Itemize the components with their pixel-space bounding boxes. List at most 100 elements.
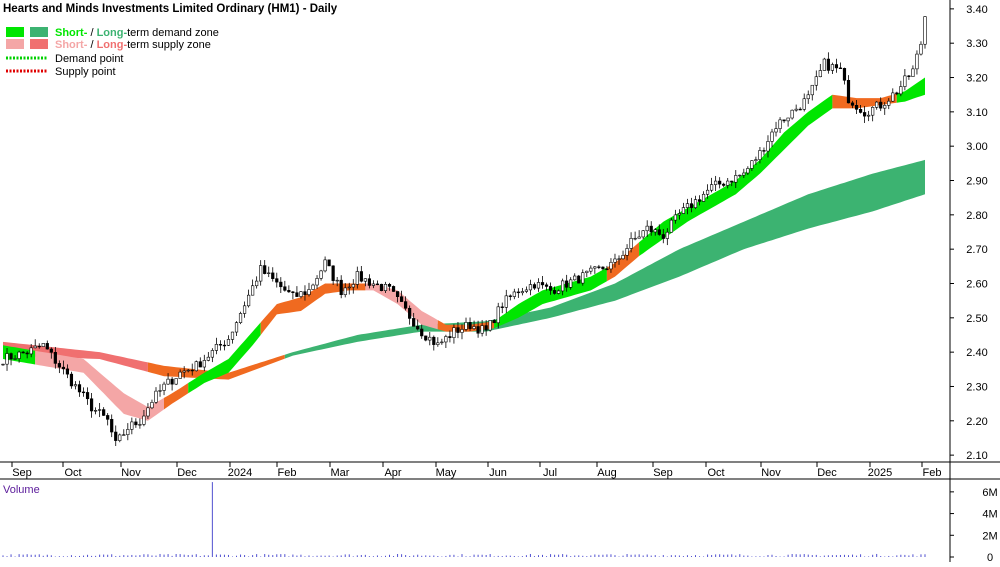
candle bbox=[923, 16, 927, 49]
candle-body bbox=[61, 366, 65, 370]
candle bbox=[496, 302, 500, 329]
candle-body bbox=[617, 258, 621, 260]
candle bbox=[492, 318, 496, 324]
candle-body bbox=[106, 415, 110, 420]
candle bbox=[520, 287, 524, 296]
candle-body bbox=[206, 356, 210, 361]
candle bbox=[903, 69, 907, 91]
candle-body bbox=[867, 114, 871, 117]
y-tick-label: 2.60 bbox=[966, 278, 987, 290]
candle-body bbox=[681, 207, 686, 214]
candle bbox=[37, 343, 41, 349]
candle-body bbox=[303, 291, 307, 295]
candle bbox=[697, 195, 702, 206]
y-tick-label: 2.30 bbox=[966, 381, 987, 393]
y-tick-label: 3.00 bbox=[966, 141, 987, 153]
candle-body bbox=[186, 369, 190, 372]
candle bbox=[174, 378, 178, 386]
y-tick-label: 3.30 bbox=[966, 38, 987, 50]
candle bbox=[214, 337, 218, 355]
candle-body bbox=[5, 353, 9, 365]
candle bbox=[460, 324, 464, 340]
candle bbox=[854, 100, 859, 114]
candle bbox=[504, 289, 508, 313]
candle-body bbox=[673, 214, 677, 221]
candle bbox=[673, 209, 677, 224]
candle bbox=[118, 433, 122, 443]
candle bbox=[693, 195, 698, 210]
candle-body bbox=[834, 64, 839, 69]
candle-body bbox=[830, 64, 834, 71]
candle bbox=[621, 250, 625, 260]
candle bbox=[73, 381, 78, 390]
candle-body bbox=[275, 278, 279, 283]
candle-body bbox=[259, 265, 263, 282]
candle-body bbox=[633, 237, 637, 240]
legend-swatch-short bbox=[6, 27, 24, 37]
candle bbox=[653, 228, 657, 236]
candle bbox=[750, 160, 754, 171]
candle-body bbox=[138, 424, 142, 426]
candle bbox=[476, 320, 480, 338]
candle bbox=[919, 41, 923, 56]
candle-body bbox=[581, 272, 585, 284]
candle-body bbox=[858, 109, 863, 113]
candle bbox=[138, 418, 142, 429]
legend-item: Short- / Long-term supply zone bbox=[6, 39, 211, 51]
candle-body bbox=[766, 141, 770, 152]
candle bbox=[395, 291, 400, 303]
candle bbox=[710, 177, 714, 193]
candle-body bbox=[677, 213, 682, 216]
candle-body bbox=[408, 307, 412, 319]
volume-tick-label: 2M bbox=[982, 530, 997, 542]
candle bbox=[883, 102, 887, 115]
candle-body bbox=[375, 283, 380, 286]
candle bbox=[657, 224, 661, 236]
candle bbox=[601, 266, 605, 271]
candle-body bbox=[246, 294, 251, 307]
candle-body bbox=[907, 75, 911, 77]
candle-body bbox=[404, 301, 408, 309]
candle-body bbox=[484, 325, 488, 331]
candle-body bbox=[53, 352, 57, 364]
candle-body bbox=[355, 271, 359, 285]
candle-body bbox=[544, 284, 549, 287]
candle-body bbox=[871, 107, 875, 116]
candle-body bbox=[359, 271, 363, 282]
candle bbox=[597, 264, 601, 270]
candle bbox=[814, 70, 818, 91]
legend-item: Demand point bbox=[6, 53, 124, 65]
candle-body bbox=[238, 313, 243, 323]
candle bbox=[754, 156, 758, 166]
candle bbox=[106, 413, 110, 426]
candle bbox=[428, 332, 432, 346]
candle-body bbox=[879, 101, 883, 109]
candle-body bbox=[492, 320, 496, 324]
candle bbox=[561, 278, 565, 296]
candle-body bbox=[480, 325, 484, 334]
candle-body bbox=[468, 322, 472, 329]
candle bbox=[585, 270, 589, 278]
candle bbox=[440, 338, 444, 345]
long-term-supply-zone bbox=[3, 341, 148, 372]
candle-body bbox=[540, 282, 545, 286]
candle-body bbox=[226, 339, 231, 346]
candle bbox=[850, 100, 855, 109]
candle bbox=[846, 75, 851, 104]
candle-body bbox=[552, 290, 557, 294]
candle bbox=[605, 265, 609, 271]
candle-body bbox=[806, 94, 810, 100]
candle-body bbox=[323, 259, 327, 272]
x-tick-label: Oct bbox=[64, 467, 81, 479]
candle-body bbox=[436, 342, 440, 345]
y-tick-label: 2.50 bbox=[966, 313, 987, 325]
candle-body bbox=[343, 287, 347, 296]
candle-body bbox=[327, 259, 331, 267]
candle-body bbox=[363, 278, 367, 282]
y-tick-label: 2.10 bbox=[966, 450, 987, 462]
candle bbox=[114, 425, 118, 446]
candle-body bbox=[174, 378, 178, 385]
candle bbox=[786, 117, 790, 127]
